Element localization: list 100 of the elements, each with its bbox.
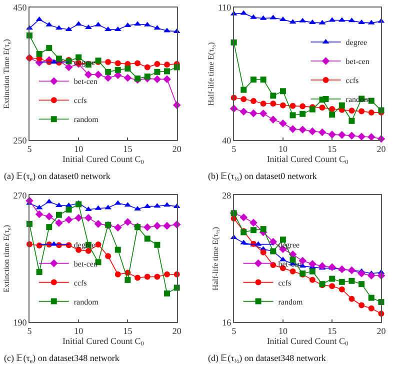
- x-tick-label: 5: [27, 144, 32, 154]
- legend-label: ccfs: [74, 278, 87, 288]
- point: [250, 218, 258, 227]
- point: [329, 283, 336, 290]
- point: [250, 227, 256, 234]
- x-axis-title: Initial Cured Count C$_{0}$: [62, 154, 144, 166]
- text: (b) 𝔼(τ$_{½}$) on dataset0 network: [208, 171, 318, 183]
- point: [329, 106, 336, 112]
- point: [348, 132, 356, 140]
- point: [279, 119, 287, 128]
- point: [368, 110, 374, 116]
- x-axis-title: Initial Cured Count C$_{0}$: [266, 154, 348, 166]
- point: [250, 14, 257, 19]
- point: [368, 305, 374, 312]
- point: [164, 290, 170, 296]
- point: [104, 74, 112, 82]
- y-tick-label: 16: [222, 317, 232, 328]
- point: [358, 132, 366, 141]
- point: [250, 109, 258, 118]
- point: [328, 130, 336, 138]
- point: [134, 274, 141, 281]
- point: [105, 253, 112, 260]
- point: [308, 260, 316, 268]
- point: [56, 56, 62, 62]
- point: [95, 242, 102, 248]
- x-tick-label: 15: [328, 144, 338, 154]
- point: [270, 100, 276, 107]
- point: [269, 238, 278, 246]
- point: [134, 60, 141, 66]
- point: [124, 218, 132, 226]
- text: (d) 𝔼(τ$_{½}$) on dataset348 network: [208, 353, 326, 365]
- point: [348, 266, 356, 274]
- legend-label: degree: [346, 38, 368, 48]
- point: [250, 76, 256, 83]
- point: [260, 76, 266, 83]
- point: [368, 294, 374, 301]
- point: [74, 214, 83, 222]
- point: [36, 242, 42, 248]
- point: [76, 201, 82, 208]
- point: [66, 242, 72, 248]
- point: [164, 28, 170, 32]
- point: [84, 70, 92, 78]
- x-tick-label: 5: [27, 326, 32, 336]
- point: [36, 268, 42, 275]
- point: [338, 286, 345, 292]
- legend-label: random: [74, 297, 100, 306]
- text: (a) 𝔼(τ$_{e}$) on dataset0 network: [4, 171, 111, 183]
- point: [105, 68, 112, 75]
- point: [45, 212, 54, 220]
- point: [240, 108, 248, 116]
- point: [280, 88, 286, 94]
- point: [367, 133, 376, 141]
- point: [164, 271, 170, 278]
- point: [318, 128, 326, 136]
- x-axis-title: Initial Cured Count C$_{0}$: [266, 336, 348, 348]
- legend-label: bet-cen: [74, 77, 98, 86]
- point: [240, 96, 247, 102]
- point: [270, 92, 276, 99]
- point: [154, 60, 160, 67]
- legend-label: random: [74, 115, 100, 124]
- legend-label: ccfs: [346, 76, 359, 86]
- legend-label: ccfs: [74, 96, 87, 106]
- point: [260, 226, 266, 232]
- legend-label: bet-cen: [74, 259, 98, 268]
- point: [288, 125, 297, 133]
- point: [269, 116, 278, 124]
- point: [114, 60, 121, 66]
- point: [250, 98, 256, 104]
- point: [84, 214, 92, 222]
- point: [164, 62, 170, 68]
- point: [240, 86, 247, 93]
- x-tick-label: 20: [172, 144, 182, 154]
- point: [144, 236, 150, 242]
- point: [290, 112, 296, 118]
- point: [290, 102, 296, 109]
- point: [309, 276, 316, 283]
- x-tick-label: 20: [376, 326, 386, 336]
- y-tick-label: 28: [222, 190, 232, 200]
- point: [124, 74, 132, 82]
- legend-label: bet-cen: [346, 57, 370, 66]
- point: [46, 224, 52, 230]
- point: [348, 278, 355, 284]
- point: [36, 51, 42, 58]
- point: [163, 75, 171, 84]
- point: [153, 222, 162, 230]
- point: [367, 272, 376, 280]
- x-tick-label: 20: [172, 326, 182, 336]
- point: [338, 278, 345, 285]
- point: [153, 75, 162, 84]
- x-tick-label: 10: [74, 144, 84, 154]
- point: [298, 126, 307, 134]
- point: [66, 206, 72, 213]
- point: [309, 268, 316, 274]
- point: [319, 104, 326, 111]
- point: [318, 262, 326, 270]
- y-tick-label: 190: [13, 317, 28, 328]
- point: [348, 118, 355, 124]
- point: [56, 212, 62, 218]
- point: [114, 66, 121, 73]
- y-tick-label: 110: [218, 2, 232, 13]
